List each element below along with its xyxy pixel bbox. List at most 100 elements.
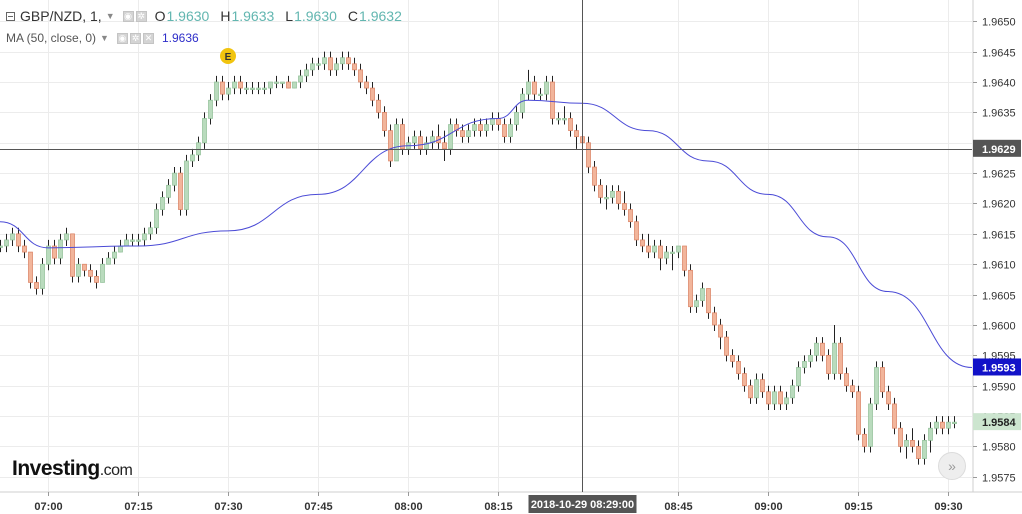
candle	[148, 221, 153, 240]
collapse-icon[interactable]	[6, 11, 15, 21]
close-icon[interactable]: ✕	[142, 32, 154, 44]
candle	[526, 69, 531, 101]
candle-body	[262, 87, 267, 90]
candle	[760, 373, 765, 398]
candle-body	[748, 385, 753, 399]
candle	[592, 160, 597, 192]
candle	[820, 337, 825, 362]
event-marker[interactable]: E	[220, 48, 236, 64]
candle-body	[910, 440, 915, 447]
settings-icon[interactable]: ✲	[129, 32, 141, 44]
candle	[652, 239, 657, 259]
candle	[838, 337, 843, 380]
candle-body	[442, 142, 447, 150]
candle	[622, 191, 627, 216]
candle-body	[682, 245, 687, 271]
candle-body	[658, 245, 663, 259]
candle-body	[556, 118, 561, 121]
candle	[160, 191, 165, 216]
candle	[538, 88, 543, 101]
ma-last-label: 1.9593	[982, 362, 1016, 374]
candle	[772, 385, 777, 410]
candle-body	[826, 354, 831, 374]
candle	[10, 227, 15, 246]
candle	[52, 239, 57, 265]
time-tick-label: 07:00	[34, 501, 62, 513]
candle	[694, 294, 699, 313]
candle-body	[532, 81, 537, 95]
candle-body	[946, 421, 951, 429]
candle-body	[610, 190, 615, 198]
candle	[274, 75, 279, 89]
candle-body	[934, 421, 939, 429]
candle	[910, 428, 915, 453]
candle	[256, 82, 261, 95]
candle	[856, 385, 861, 441]
candle	[130, 233, 135, 246]
open-label: O	[154, 8, 166, 24]
price-tick-label: 1.9620	[982, 199, 1016, 211]
candle-body	[628, 209, 633, 223]
candle-body	[64, 233, 69, 241]
low-value: 1.9630	[294, 8, 337, 24]
candle	[766, 385, 771, 410]
candle	[550, 75, 555, 125]
candle	[790, 379, 795, 404]
candle-body	[340, 57, 345, 65]
candle-body	[916, 446, 921, 459]
candle	[58, 233, 63, 265]
candle	[844, 367, 849, 392]
candle-body	[100, 263, 105, 283]
candle-body	[856, 391, 861, 435]
candle	[778, 385, 783, 410]
candle-body	[220, 81, 225, 95]
candle-body	[604, 197, 609, 200]
candle	[868, 397, 873, 453]
candle-body	[256, 87, 261, 90]
candle-body	[538, 93, 543, 96]
candle-body	[700, 288, 705, 302]
crosshair-price-badge	[973, 139, 1021, 157]
candle-body	[448, 124, 453, 150]
price-tick-label: 1.9600	[982, 321, 1016, 333]
candle	[640, 233, 645, 253]
scroll-to-latest-button[interactable]: »	[938, 452, 966, 480]
candle-body	[730, 354, 735, 362]
candle	[880, 361, 885, 398]
settings-icon[interactable]: ✲	[135, 10, 147, 22]
candle	[172, 167, 177, 192]
candle-body	[52, 245, 57, 259]
candle	[874, 361, 879, 410]
candle	[16, 227, 21, 253]
candle	[532, 75, 537, 101]
price-badges: 1.9629 1.9593 1.9584	[973, 139, 1021, 431]
candle-body	[268, 81, 273, 89]
candle-body	[838, 342, 843, 374]
candle-body	[616, 190, 621, 204]
candle	[232, 75, 237, 95]
candle-body	[940, 421, 945, 429]
candle	[562, 106, 567, 125]
candle	[862, 428, 867, 453]
candle-body	[166, 184, 171, 198]
candle-body	[58, 239, 63, 259]
candle	[556, 112, 561, 125]
candle	[730, 349, 735, 368]
price-tick-label: 1.9575	[982, 473, 1016, 485]
candle	[370, 82, 375, 107]
candle	[262, 82, 267, 95]
candle	[124, 233, 129, 247]
candle-body	[562, 118, 567, 121]
candle	[250, 82, 255, 95]
candle-body	[334, 63, 339, 71]
caret-down-icon[interactable]: ▼	[100, 33, 109, 43]
candle-body	[472, 124, 477, 131]
candle-body	[790, 385, 795, 399]
visibility-icon[interactable]: ◉	[116, 32, 128, 44]
visibility-icon[interactable]: ◉	[122, 10, 134, 22]
caret-down-icon[interactable]: ▼	[105, 11, 115, 21]
candle-body	[622, 203, 627, 210]
investing-logo: Investing.com	[12, 457, 133, 481]
candle	[280, 81, 285, 89]
